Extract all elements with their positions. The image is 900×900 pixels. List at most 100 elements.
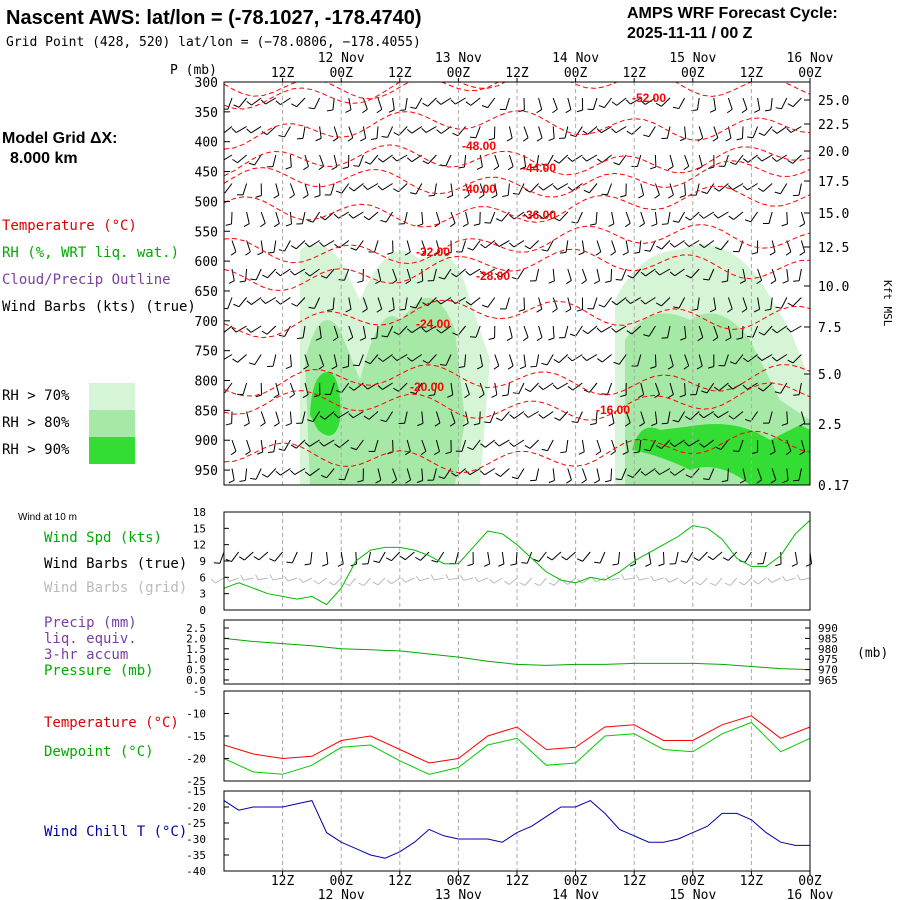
wind-chill-tick-label: -25 bbox=[186, 817, 206, 830]
wind-barb-feather bbox=[608, 223, 615, 227]
wind-barb bbox=[625, 411, 631, 423]
isotherm-label: -48.00 bbox=[462, 139, 496, 153]
pressure-tick-label: 950 bbox=[195, 464, 218, 479]
wind-barb bbox=[465, 211, 469, 224]
wind-barb-feather bbox=[331, 365, 338, 370]
wind-barb-feather bbox=[569, 333, 576, 337]
wind-barb bbox=[505, 97, 510, 110]
wind-barb-true bbox=[367, 551, 371, 564]
wind-barb-feather bbox=[416, 479, 423, 483]
wind-barb bbox=[231, 468, 235, 481]
wind-barb bbox=[494, 154, 500, 167]
wind-barb bbox=[567, 268, 572, 281]
time-tick-label: 00Z bbox=[681, 66, 705, 81]
isotherm-label: -44.00 bbox=[522, 161, 556, 175]
wind-barb-feather bbox=[624, 422, 631, 427]
wind-barb-feather bbox=[538, 185, 544, 191]
wind-barb-feather bbox=[406, 356, 413, 362]
wind-barb-grid bbox=[448, 577, 459, 581]
wind-barb-feather bbox=[672, 419, 679, 423]
wind-barb-feather bbox=[651, 223, 658, 227]
wind-barb-true bbox=[340, 551, 344, 564]
wind-barb-feather bbox=[439, 164, 447, 167]
wind-barb-grid-feather bbox=[298, 577, 304, 583]
wind-barb-grid-feather bbox=[635, 574, 640, 581]
wind-barb-feather bbox=[304, 271, 311, 277]
wind-barb bbox=[352, 411, 364, 419]
wind-barb bbox=[314, 297, 321, 309]
wind-barb-grid-feather bbox=[459, 574, 464, 581]
wind-barb-grid bbox=[757, 577, 767, 585]
wind-barb-feather bbox=[638, 394, 644, 399]
pressure-tick-label: 800 bbox=[195, 375, 218, 390]
wind-barb-feather bbox=[699, 243, 705, 249]
wind-barb-feather bbox=[744, 418, 751, 422]
wind-barb-grid bbox=[595, 577, 606, 583]
wind-barb-feather bbox=[362, 308, 368, 313]
wind-barb bbox=[770, 97, 773, 110]
wind-barb bbox=[523, 126, 529, 138]
wind-barb bbox=[565, 240, 569, 253]
wind-barb-feather bbox=[571, 421, 578, 423]
wind-barb bbox=[792, 154, 802, 164]
wind-barb bbox=[489, 211, 496, 224]
wind-barb-true-feather bbox=[775, 563, 782, 567]
wind-barb bbox=[312, 411, 321, 422]
wind-barb-feather bbox=[553, 159, 560, 164]
wind-barb bbox=[425, 325, 437, 333]
pressure-tick-right-label: 980 bbox=[818, 643, 838, 656]
wind-barb-feather bbox=[518, 109, 525, 113]
wind-barb bbox=[625, 211, 631, 224]
wind-barb bbox=[603, 297, 612, 308]
wind-barb bbox=[238, 297, 247, 308]
wind-barb-feather bbox=[318, 165, 324, 171]
wind-barb-feather bbox=[480, 243, 486, 249]
wind-barb-feather bbox=[581, 479, 587, 484]
wind-barb-feather bbox=[380, 219, 387, 223]
wind-barb-feather bbox=[250, 477, 257, 480]
wind-barb bbox=[678, 297, 686, 309]
wind-barb bbox=[786, 411, 789, 424]
legend-wind-speed: Wind Spd (kts) bbox=[44, 530, 162, 546]
rh80-region-a bbox=[305, 298, 465, 485]
wind-barb-feather bbox=[725, 137, 732, 142]
wind-barb bbox=[771, 468, 777, 481]
wind-barb bbox=[762, 382, 773, 392]
wind-barb bbox=[604, 97, 613, 108]
wind-speed-tick-label: 3 bbox=[199, 588, 206, 601]
wind-barb-feather bbox=[709, 109, 716, 113]
wind-barb bbox=[445, 354, 452, 366]
wind-barb-feather bbox=[644, 249, 651, 252]
wind-barb bbox=[275, 211, 280, 224]
wind-barb-feather bbox=[770, 280, 777, 285]
temperature-panel: Temperature (°C) Dewpoint (°C) -5-10-15-… bbox=[44, 685, 811, 788]
wind-barb bbox=[464, 354, 467, 367]
wind-barb bbox=[695, 382, 700, 395]
wind-barb-feather bbox=[285, 422, 292, 427]
wind-barb-true bbox=[274, 551, 283, 562]
wind-barb-grid bbox=[333, 577, 342, 586]
wind-barb-grid-feather bbox=[358, 582, 365, 587]
wind-barb bbox=[385, 411, 394, 422]
wind-barb-feather bbox=[393, 188, 399, 193]
wind-barb bbox=[267, 468, 277, 478]
wind-barb bbox=[411, 325, 423, 334]
wind-barb-feather bbox=[375, 280, 381, 285]
time-tick-label: 12Z bbox=[505, 66, 529, 81]
wind-barb bbox=[618, 354, 627, 365]
wind-barb bbox=[529, 439, 539, 449]
wind-barb-feather bbox=[680, 337, 687, 341]
wind-barb bbox=[616, 97, 627, 106]
wind-barb bbox=[224, 382, 233, 393]
wind-barb-true-feather bbox=[612, 563, 619, 566]
wind-barb bbox=[441, 325, 452, 334]
wind-barb bbox=[485, 240, 496, 249]
wind-barb bbox=[330, 382, 335, 395]
wind-barb-feather bbox=[332, 137, 339, 142]
wind-barb-grid-feather bbox=[474, 576, 479, 583]
wind-barb-grid-feather bbox=[284, 575, 289, 582]
isotherm-label: -28.00 bbox=[476, 269, 510, 283]
wind-barb bbox=[720, 439, 729, 450]
wind-barb bbox=[260, 211, 266, 224]
wind-barb bbox=[529, 382, 539, 392]
